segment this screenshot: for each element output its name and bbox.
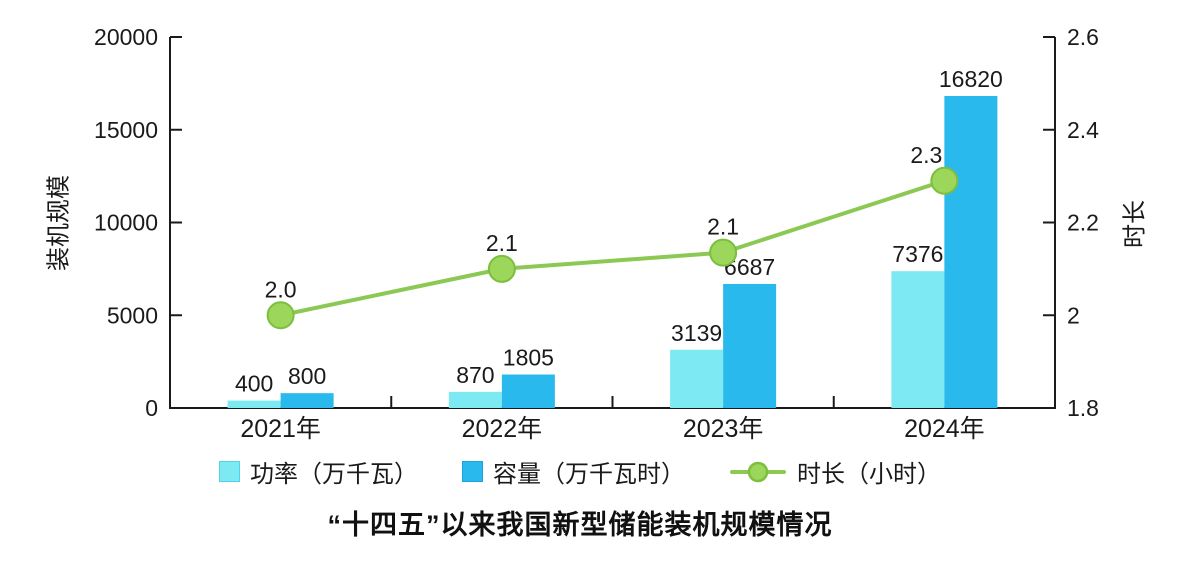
line-value-label: 2.0: [265, 276, 297, 302]
x-category-label: 2023年: [683, 415, 764, 443]
capacity-swatch-icon: [462, 461, 483, 482]
bar-value-label-power: 3139: [671, 320, 722, 346]
line-value-label: 2.3: [910, 142, 942, 168]
right-axis-tick-label: 2.2: [1067, 210, 1099, 236]
line-value-label: 2.1: [707, 214, 739, 240]
chart-title: “十四五”以来我国新型储能装机规模情况: [327, 510, 833, 540]
legend-item-capacity: 容量（万千瓦时）: [462, 454, 685, 489]
right-axis-tick-label: 2: [1067, 302, 1080, 328]
bar-value-label-power: 400: [235, 371, 273, 397]
left-axis-tick-label: 15000: [94, 117, 158, 143]
right-axis-title: 时长: [1121, 200, 1149, 248]
left-axis-tick-label: 5000: [107, 302, 158, 328]
bar-power-2023年: [670, 349, 724, 408]
right-axis-tick-label: 2.4: [1067, 117, 1099, 143]
x-category-label: 2022年: [462, 415, 543, 443]
bar-value-label-power: 870: [456, 362, 494, 388]
left-axis-title: 装机规模: [45, 175, 73, 271]
right-axis-tick-label: 2.6: [1067, 24, 1099, 50]
bar-power-2021年: [227, 400, 281, 408]
power-swatch-icon: [219, 461, 240, 482]
legend: 功率（万千瓦） 容量（万千瓦时） 时长（小时）: [0, 454, 1160, 489]
x-category-label: 2024年: [904, 415, 985, 443]
bar-capacity-2022年: [501, 374, 555, 408]
right-axis-tick-label: 1.8: [1067, 395, 1099, 421]
duration-marker-2021年: [266, 301, 295, 330]
bar-capacity-2021年: [280, 393, 334, 408]
line-value-label: 2.1: [486, 230, 518, 256]
bar-power-2022年: [448, 391, 502, 408]
bar-value-label-capacity: 1805: [503, 345, 554, 371]
legend-item-power: 功率（万千瓦）: [219, 454, 418, 489]
left-axis-tick-label: 10000: [94, 210, 158, 236]
duration-marker-2024年: [930, 166, 959, 195]
plot-area: 20000 15000 10000 5000 0 2.6 2.4 2.2 2 1.8 2021年 20…: [94, 24, 1099, 443]
left-axis-tick-label: 20000: [94, 24, 158, 50]
duration-marker-2023年: [709, 238, 738, 267]
legend-item-duration: 时长（小时）: [729, 454, 941, 489]
duration-line-marker-icon: [729, 461, 787, 483]
legend-label-power: 功率（万千瓦）: [250, 461, 418, 488]
bar-value-label-capacity: 16820: [939, 66, 1003, 92]
duration-line: [278, 178, 947, 318]
bar-capacity-2024年: [944, 95, 998, 408]
legend-label-capacity: 容量（万千瓦时）: [493, 461, 685, 488]
duration-marker-2022年: [487, 254, 516, 283]
bar-capacity-2023年: [723, 283, 777, 408]
bar-value-label-capacity: 800: [288, 363, 326, 389]
bar-value-label-power: 7376: [892, 241, 943, 267]
left-axis-tick-label: 0: [145, 395, 158, 421]
bar-power-2024年: [891, 271, 945, 408]
legend-label-duration: 时长（小时）: [797, 461, 941, 488]
x-category-label: 2021年: [240, 415, 321, 443]
